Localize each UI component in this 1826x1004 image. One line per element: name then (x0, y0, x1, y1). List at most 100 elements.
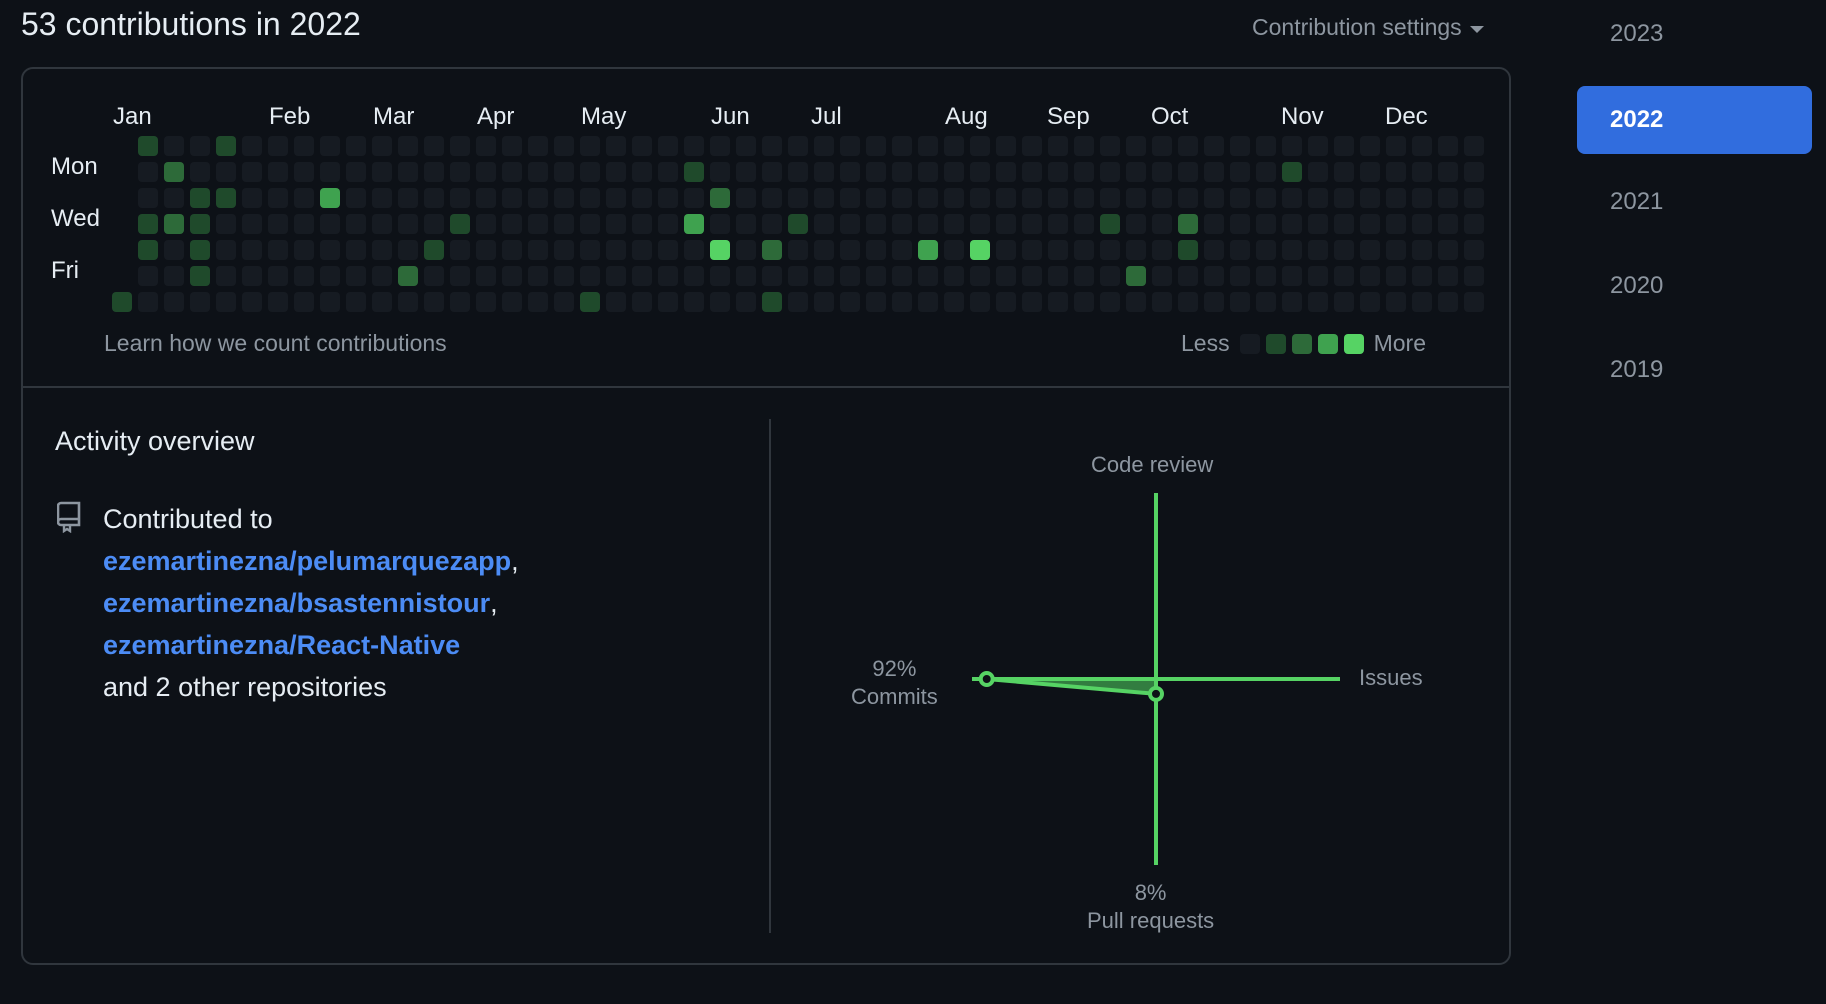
contribution-day[interactable] (1048, 266, 1068, 286)
contribution-day[interactable] (606, 214, 626, 234)
contribution-day[interactable] (580, 162, 600, 182)
contribution-day[interactable] (138, 136, 158, 156)
contribution-day[interactable] (996, 214, 1016, 234)
contribution-day[interactable] (294, 136, 314, 156)
contribution-day[interactable] (502, 162, 522, 182)
contribution-day[interactable] (710, 214, 730, 234)
contribution-day[interactable] (1308, 214, 1328, 234)
contribution-day[interactable] (1334, 240, 1354, 260)
contribution-day[interactable] (918, 266, 938, 286)
contribution-day[interactable] (658, 292, 678, 312)
contribution-day[interactable] (1308, 188, 1328, 208)
contribution-day[interactable] (528, 240, 548, 260)
contribution-day[interactable] (138, 266, 158, 286)
contribution-day[interactable] (1204, 266, 1224, 286)
contribution-day[interactable] (944, 188, 964, 208)
contribution-day[interactable] (1074, 136, 1094, 156)
contribution-day[interactable] (476, 162, 496, 182)
contribution-day[interactable] (502, 292, 522, 312)
contribution-day[interactable] (580, 240, 600, 260)
contribution-day[interactable] (788, 162, 808, 182)
contribution-day[interactable] (320, 292, 340, 312)
contribution-day[interactable] (580, 292, 600, 312)
contribution-day[interactable] (1022, 136, 1042, 156)
contribution-day[interactable] (1282, 240, 1302, 260)
contribution-day[interactable] (918, 162, 938, 182)
contribution-day[interactable] (1074, 162, 1094, 182)
contribution-day[interactable] (866, 292, 886, 312)
contribution-day[interactable] (1230, 266, 1250, 286)
contribution-day[interactable] (424, 266, 444, 286)
contribution-day[interactable] (814, 188, 834, 208)
contribution-day[interactable] (1360, 266, 1380, 286)
contribution-day[interactable] (1022, 292, 1042, 312)
contribution-day[interactable] (788, 240, 808, 260)
contribution-day[interactable] (372, 188, 392, 208)
contribution-day[interactable] (996, 240, 1016, 260)
contribution-day[interactable] (164, 292, 184, 312)
contribution-day[interactable] (1230, 240, 1250, 260)
contribution-day[interactable] (710, 162, 730, 182)
contribution-day[interactable] (190, 214, 210, 234)
contribution-day[interactable] (762, 162, 782, 182)
contribution-day[interactable] (1074, 266, 1094, 286)
contribution-day[interactable] (788, 214, 808, 234)
contribution-day[interactable] (1178, 266, 1198, 286)
contribution-day[interactable] (1074, 214, 1094, 234)
year-link-2020[interactable]: 2020 (1610, 272, 1664, 299)
contribution-day[interactable] (554, 240, 574, 260)
year-link-2021[interactable]: 2021 (1610, 188, 1664, 215)
contribution-day[interactable] (814, 162, 834, 182)
contribution-day[interactable] (268, 292, 288, 312)
contribution-day[interactable] (580, 214, 600, 234)
contribution-day[interactable] (944, 240, 964, 260)
contribution-day[interactable] (190, 292, 210, 312)
contribution-day[interactable] (1464, 240, 1484, 260)
contribution-day[interactable] (970, 136, 990, 156)
contribution-day[interactable] (892, 188, 912, 208)
contribution-day[interactable] (528, 188, 548, 208)
contribution-day[interactable] (502, 214, 522, 234)
contribution-day[interactable] (866, 240, 886, 260)
contribution-day[interactable] (918, 292, 938, 312)
contribution-day[interactable] (502, 136, 522, 156)
contribution-day[interactable] (1230, 214, 1250, 234)
contribution-day[interactable] (320, 136, 340, 156)
contribution-day[interactable] (1308, 162, 1328, 182)
contribution-day[interactable] (684, 292, 704, 312)
contribution-day[interactable] (1464, 136, 1484, 156)
contribution-day[interactable] (944, 266, 964, 286)
contribution-day[interactable] (1360, 136, 1380, 156)
contribution-day[interactable] (528, 214, 548, 234)
contribution-day[interactable] (346, 266, 366, 286)
contribution-day[interactable] (268, 162, 288, 182)
contribution-day[interactable] (1048, 188, 1068, 208)
contribution-day[interactable] (268, 240, 288, 260)
contribution-day[interactable] (632, 266, 652, 286)
contribution-day[interactable] (1126, 214, 1146, 234)
contribution-day[interactable] (398, 214, 418, 234)
contribution-day[interactable] (1438, 266, 1458, 286)
contribution-day[interactable] (1386, 240, 1406, 260)
contribution-day[interactable] (320, 214, 340, 234)
contribution-day[interactable] (1100, 266, 1120, 286)
contribution-day[interactable] (1438, 214, 1458, 234)
contribution-day[interactable] (970, 214, 990, 234)
contribution-day[interactable] (294, 214, 314, 234)
contribution-day[interactable] (606, 136, 626, 156)
contribution-day[interactable] (476, 292, 496, 312)
year-link-2019[interactable]: 2019 (1610, 356, 1664, 383)
contribution-day[interactable] (918, 240, 938, 260)
contribution-day[interactable] (1386, 188, 1406, 208)
contribution-day[interactable] (1334, 292, 1354, 312)
contribution-day[interactable] (528, 266, 548, 286)
contribution-day[interactable] (1386, 214, 1406, 234)
contribution-day[interactable] (398, 240, 418, 260)
contribution-day[interactable] (840, 188, 860, 208)
contribution-day[interactable] (1100, 292, 1120, 312)
contribution-day[interactable] (372, 162, 392, 182)
contribution-day[interactable] (736, 292, 756, 312)
contribution-day[interactable] (372, 266, 392, 286)
contribution-day[interactable] (450, 214, 470, 234)
contribution-day[interactable] (1334, 136, 1354, 156)
